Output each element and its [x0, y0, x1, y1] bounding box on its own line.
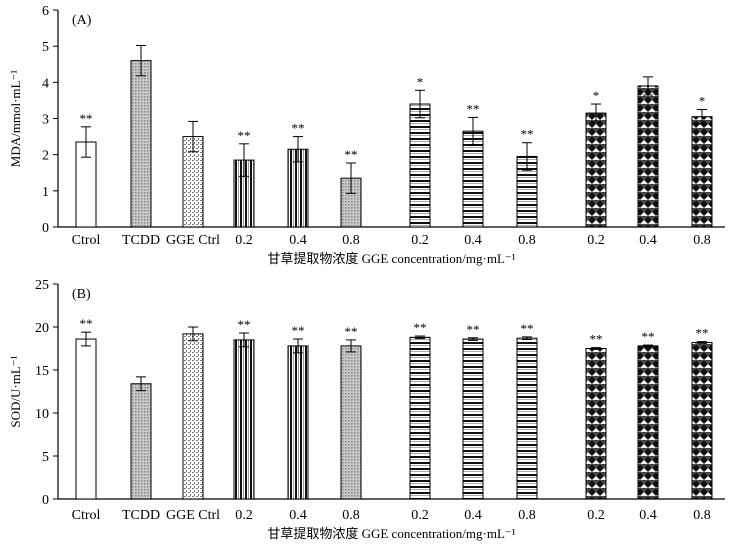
bar	[130, 383, 152, 500]
x-tick-label: 0.4	[289, 233, 307, 248]
chart-panel-b: 0 5 10 15 20 25 (B) SOD/U·mL⁻¹ 甘草提取物浓度 GGE conce…	[8, 278, 725, 541]
significance-marker: **	[345, 147, 358, 162]
bar	[462, 130, 484, 228]
bar	[691, 341, 713, 500]
y-tick-label: 20	[35, 321, 49, 336]
x-axis-title: 甘草提取物浓度 GGE concentration/mg·mL⁻¹	[267, 251, 515, 266]
x-tick-label: TCDD	[122, 508, 160, 523]
significance-marker: **	[467, 101, 480, 116]
bar	[409, 103, 431, 228]
x-tick-label: 0.8	[693, 508, 711, 523]
x-tick-label: 0.4	[639, 233, 657, 248]
significance-marker: **	[414, 320, 427, 335]
significance-marker: **	[238, 317, 251, 332]
y-tick-label: 4	[42, 76, 49, 91]
significance-marker: **	[590, 332, 603, 347]
chart-panel-a: 0 1 2 3 4 5 6 (A) MDA/mmol·mL⁻¹ 甘草提取物浓度 GGE conce…	[8, 4, 725, 266]
significance-marker: **	[467, 322, 480, 337]
y-tick-label: 0	[42, 221, 49, 236]
bar	[409, 336, 431, 500]
x-tick-label: 0.8	[518, 508, 536, 523]
y-tick-label: 5	[42, 40, 49, 55]
x-axis-title: 甘草提取物浓度 GGE concentration/mg·mL⁻¹	[267, 526, 515, 541]
x-tick-label: GGE Ctrl	[166, 233, 220, 248]
bar	[182, 333, 204, 500]
bar	[287, 345, 309, 500]
panel-label: (A)	[72, 13, 92, 28]
bar	[130, 60, 152, 228]
y-axis-title: MDA/mmol·mL⁻¹	[8, 70, 23, 168]
bar	[637, 345, 659, 500]
x-tick-label: 0.2	[235, 233, 253, 248]
significance-marker: **	[521, 321, 534, 336]
x-tick-label: 0.4	[289, 508, 307, 523]
x-tick-label: 0.4	[464, 233, 482, 248]
x-tick-label: 0.8	[342, 508, 360, 523]
y-tick-label: 2	[42, 149, 49, 164]
bar	[585, 348, 607, 500]
x-tick-label: 0.8	[342, 233, 360, 248]
x-tick-label: 0.4	[639, 508, 657, 523]
y-tick-label: 1	[42, 185, 49, 200]
significance-marker: *	[699, 93, 706, 108]
y-tick-label: 25	[35, 278, 49, 293]
x-tick-label: TCDD	[122, 233, 160, 248]
x-tick-label: 0.8	[693, 233, 711, 248]
x-tick-label: GGE Ctrl	[166, 508, 220, 523]
significance-marker: *	[593, 88, 600, 103]
significance-marker: **	[292, 323, 305, 338]
x-tick-label: 0.2	[235, 508, 253, 523]
x-tick-label: 0.4	[464, 508, 482, 523]
y-tick-label: 3	[42, 113, 49, 128]
panel-label: (B)	[72, 287, 91, 302]
x-tick-label: 0.2	[587, 233, 605, 248]
x-tick-label: 0.2	[411, 233, 429, 248]
y-tick-label: 5	[42, 450, 49, 465]
significance-marker: **	[345, 324, 358, 339]
x-tick-label: 0.2	[411, 508, 429, 523]
bar	[516, 337, 538, 500]
significance-marker: *	[417, 74, 424, 89]
y-tick-label: 15	[35, 364, 49, 379]
significance-marker: **	[80, 316, 93, 331]
y-tick-label: 0	[42, 493, 49, 508]
bar	[233, 339, 255, 500]
y-tick-label: 6	[42, 4, 49, 19]
x-tick-label: 0.2	[587, 508, 605, 523]
x-tick-label: Ctrol	[72, 508, 101, 523]
x-tick-label: Ctrol	[72, 233, 101, 248]
significance-marker: **	[642, 329, 655, 344]
bar	[585, 112, 607, 228]
bar	[75, 338, 97, 500]
significance-marker: **	[696, 326, 709, 341]
bar	[691, 116, 713, 228]
significance-marker: **	[521, 127, 534, 142]
y-tick-label: 10	[35, 407, 49, 422]
significance-marker: **	[238, 128, 251, 143]
bar	[637, 85, 659, 228]
significance-marker: **	[80, 111, 93, 126]
x-tick-label: 0.8	[518, 233, 536, 248]
bar	[340, 345, 362, 500]
significance-marker: **	[292, 121, 305, 136]
bar	[462, 338, 484, 500]
y-axis-title: SOD/U·mL⁻¹	[8, 355, 23, 427]
